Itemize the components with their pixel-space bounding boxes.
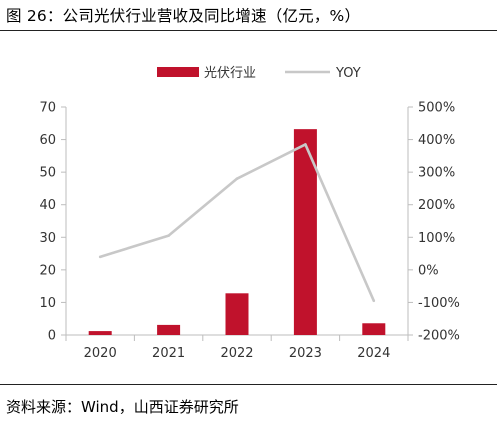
y-right-tick-label: 0% xyxy=(418,263,439,278)
yoy-point-2024 xyxy=(372,299,376,303)
bar-2022 xyxy=(225,293,249,335)
legend-label-line: YOY xyxy=(335,66,361,81)
y-right-tick-label: -100% xyxy=(418,296,460,311)
figure-title: 图 26：公司光伏行业营收及同比增速（亿元，%） xyxy=(6,7,361,25)
y-left-tick-label: 70 xyxy=(39,101,56,116)
bar-2021 xyxy=(157,324,181,335)
y-right-tick-label: 500% xyxy=(418,101,455,116)
y-right-tick-label: 100% xyxy=(418,231,455,246)
yoy-point-2020 xyxy=(98,255,102,259)
bar-2024 xyxy=(362,323,386,335)
legend-swatch-bar xyxy=(157,67,199,77)
y-left-tick-label: 40 xyxy=(39,198,56,213)
title-rule xyxy=(0,30,497,31)
x-tick-label: 2024 xyxy=(357,346,390,361)
bar-2023 xyxy=(293,129,317,335)
y-left-tick-label: 10 xyxy=(39,296,56,311)
yoy-line xyxy=(99,143,375,302)
legend-label-bar: 光伏行业 xyxy=(204,66,256,81)
y-left-tick-label: 60 xyxy=(39,133,56,148)
y-left-tick-label: 50 xyxy=(39,166,56,181)
y-left-tick-label: 30 xyxy=(39,231,56,246)
x-tick-label: 2020 xyxy=(84,346,117,361)
yoy-point-2022 xyxy=(235,177,239,180)
y-right-tick-label: 200% xyxy=(418,198,455,213)
y-right-tick-label: 300% xyxy=(418,166,455,181)
yoy-point-2021 xyxy=(167,234,170,237)
yoy-point-2023 xyxy=(304,143,307,146)
y-left-tick-label: 0 xyxy=(48,329,56,344)
y-right-tick-label: 400% xyxy=(418,133,455,148)
y-left-tick-label: 20 xyxy=(39,263,56,278)
y-right-tick-label: -200% xyxy=(418,329,460,344)
source-note: 资料来源：Wind，山西证券研究所 xyxy=(6,398,239,416)
combo-chart: 0 10 20 30 40 50 60 70 -200% -100% 0% 100% 200% 300% 4… xyxy=(39,66,460,361)
x-tick-label: 2022 xyxy=(220,346,253,361)
x-tick-label: 2023 xyxy=(289,346,322,361)
x-tick-label: 2021 xyxy=(152,346,185,361)
source-rule xyxy=(0,384,497,385)
bar-2020 xyxy=(88,331,112,335)
